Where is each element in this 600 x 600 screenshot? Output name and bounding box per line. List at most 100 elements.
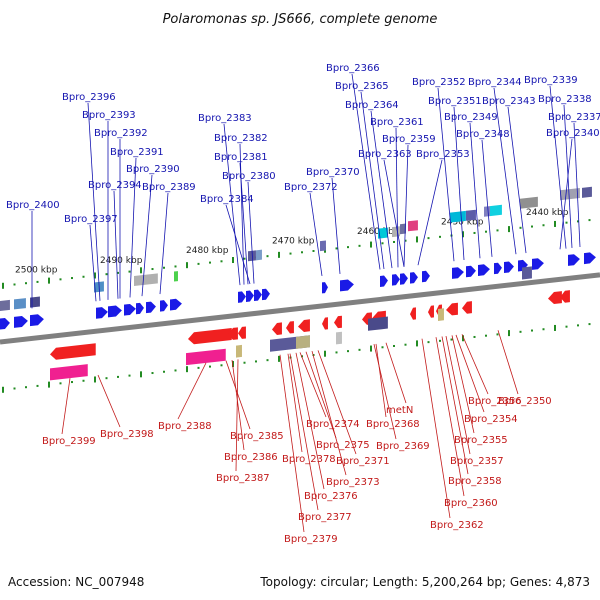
forward-gene — [96, 307, 108, 319]
gene-label-reverse[interactable]: Bpro_2369 — [376, 441, 430, 452]
gene-label-reverse[interactable]: metN — [386, 405, 413, 416]
upper-tick — [301, 251, 303, 254]
gene-label-forward[interactable]: Bpro_2382 — [214, 133, 268, 144]
gene-label-forward[interactable]: Bpro_2337 — [548, 112, 600, 123]
forward-gene — [568, 254, 580, 266]
gene-label-forward[interactable]: Bpro_2394 — [88, 180, 142, 191]
reverse-label-leader — [225, 360, 251, 430]
gene-label-reverse[interactable]: Bpro_2388 — [158, 421, 212, 432]
gene-label-forward[interactable]: Bpro_2348 — [456, 129, 510, 140]
gene-label-forward[interactable]: Bpro_2390 — [126, 164, 180, 175]
upper-tick — [140, 267, 142, 274]
gene-label-forward[interactable]: Bpro_2365 — [335, 81, 389, 92]
gene-label-forward[interactable]: Bpro_2384 — [200, 194, 254, 205]
gene-label-reverse[interactable]: Bpro_2362 — [430, 520, 484, 531]
gene-label-forward[interactable]: Bpro_2372 — [284, 182, 338, 193]
gene-label-forward[interactable]: Bpro_2343 — [482, 96, 536, 107]
lower-tick — [519, 330, 522, 333]
gene-label-forward[interactable]: Bpro_2338 — [538, 94, 592, 105]
upper-tick — [565, 221, 568, 224]
lower-tick — [393, 344, 395, 347]
gene-label-forward[interactable]: Bpro_2397 — [64, 214, 118, 225]
gene-label-reverse[interactable]: Bpro_2385 — [230, 431, 284, 442]
gene-label-forward[interactable]: Bpro_2359 — [382, 134, 436, 145]
gene-label-forward[interactable]: Bpro_2339 — [524, 75, 578, 86]
forward-label-leader — [383, 159, 405, 267]
forward-gene — [136, 302, 144, 315]
gene-label-forward[interactable]: Bpro_2391 — [110, 147, 164, 158]
upper-tick — [186, 262, 188, 269]
scale-label: 2490 kbp — [100, 256, 143, 266]
gene-label-forward[interactable]: Bpro_2393 — [82, 110, 136, 121]
gene-label-reverse[interactable]: Bpro_2373 — [326, 477, 380, 488]
gene-label-reverse[interactable]: Bpro_2376 — [304, 491, 358, 502]
gene-label-reverse[interactable]: Bpro_2399 — [42, 436, 96, 447]
lower-tick — [71, 381, 73, 384]
upper-tick — [266, 255, 269, 258]
upper-tick — [588, 219, 591, 222]
scale-label: 2450 kbp — [441, 218, 484, 228]
gene-label-forward[interactable]: Bpro_2392 — [94, 128, 148, 139]
gene-label-forward[interactable]: Bpro_2389 — [142, 182, 196, 193]
reverse-gene-block — [368, 316, 388, 331]
reverse-gene — [548, 291, 562, 304]
gene-label-reverse[interactable]: Bpro_2356 — [468, 396, 522, 407]
gene-label-forward[interactable]: Bpro_2370 — [306, 167, 360, 178]
forward-label-leader — [113, 190, 119, 299]
reverse-label-leader — [497, 330, 519, 395]
gene-label-forward[interactable]: Bpro_2352 — [412, 77, 466, 88]
gene-label-reverse[interactable]: Bpro_2350 — [498, 396, 552, 407]
forward-gene — [160, 300, 168, 312]
reverse-gene — [428, 305, 434, 318]
reverse-label-leader — [461, 334, 489, 395]
gene-label-reverse[interactable]: Bpro_2355 — [454, 435, 508, 446]
gene-label-reverse[interactable]: Bpro_2371 — [336, 456, 390, 467]
lower-tick — [209, 365, 211, 368]
gene-label-forward[interactable]: Bpro_2366 — [326, 63, 380, 74]
reverse-gene-block — [50, 364, 88, 381]
gene-label-reverse[interactable]: Bpro_2377 — [298, 512, 352, 523]
gene-label-forward[interactable]: Bpro_2364 — [345, 100, 399, 111]
upper-tick — [36, 280, 39, 283]
gene-label-reverse[interactable]: Bpro_2354 — [464, 414, 518, 425]
forward-gene-block — [378, 227, 388, 239]
gene-label-forward[interactable]: Bpro_2400 — [6, 200, 60, 211]
upper-tick — [25, 282, 27, 285]
upper-tick — [542, 224, 545, 227]
gene-label-reverse[interactable]: Bpro_2386 — [224, 452, 278, 463]
gene-label-reverse[interactable]: Bpro_2374 — [306, 419, 360, 430]
gene-label-reverse[interactable]: Bpro_2358 — [448, 476, 502, 487]
reverse-label-leader — [435, 337, 465, 497]
gene-label-reverse[interactable]: Bpro_2398 — [100, 429, 154, 440]
forward-label-leader — [360, 91, 385, 270]
gene-label-reverse[interactable]: Bpro_2357 — [450, 456, 504, 467]
gene-label-forward[interactable]: Bpro_2351 — [428, 96, 482, 107]
gene-label-forward[interactable]: Bpro_2396 — [62, 92, 116, 103]
gene-label-forward[interactable]: Bpro_2383 — [198, 113, 252, 124]
lower-tick — [439, 339, 441, 342]
gene-label-reverse[interactable]: Bpro_2379 — [284, 534, 338, 545]
gene-label-reverse[interactable]: Bpro_2387 — [216, 473, 270, 484]
gene-label-reverse[interactable]: Bpro_2368 — [366, 419, 420, 430]
reverse-gene — [446, 302, 458, 316]
forward-gene — [246, 290, 254, 302]
gene-label-reverse[interactable]: Bpro_2375 — [316, 440, 370, 451]
gene-label-forward[interactable]: Bpro_2361 — [370, 117, 424, 128]
lower-tick — [94, 376, 96, 383]
upper-tick — [404, 239, 407, 242]
reverse-label-leader — [455, 334, 485, 413]
forward-gene-block — [490, 204, 502, 217]
gene-label-reverse[interactable]: Bpro_2378 — [282, 454, 336, 465]
gene-label-forward[interactable]: Bpro_2344 — [468, 77, 522, 88]
gene-label-reverse[interactable]: Bpro_2360 — [444, 498, 498, 509]
lower-tick — [105, 377, 108, 380]
gene-label-forward[interactable]: Bpro_2353 — [416, 149, 470, 160]
gene-label-forward[interactable]: Bpro_2340 — [546, 128, 600, 139]
upper-tick — [508, 226, 510, 233]
upper-tick — [439, 235, 441, 238]
gene-label-forward[interactable]: Bpro_2381 — [214, 152, 268, 163]
gene-label-forward[interactable]: Bpro_2380 — [222, 171, 276, 182]
gene-label-forward[interactable]: Bpro_2349 — [444, 112, 498, 123]
gene-label-forward[interactable]: Bpro_2363 — [358, 149, 412, 160]
gene-labels[interactable]: Bpro_2400 Bpro_2397 Bpro_2396 Bpro_2393 Bpro… — [6, 63, 600, 545]
